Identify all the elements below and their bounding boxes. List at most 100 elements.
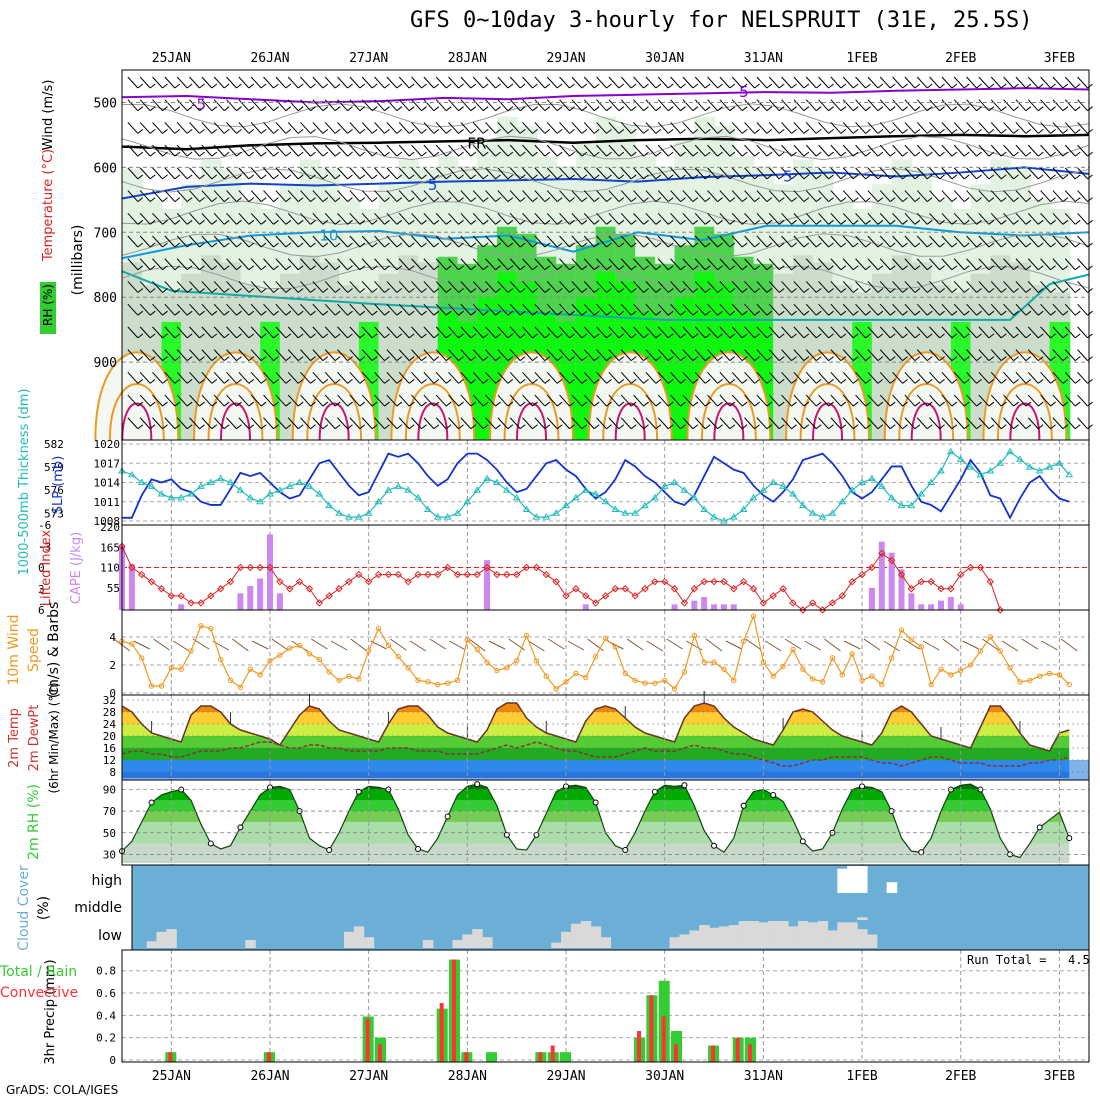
wind-barb	[1027, 122, 1044, 134]
wind-barb-flag	[704, 174, 711, 180]
wind-barb	[793, 349, 810, 362]
wind-barb	[620, 417, 637, 430]
wind-barb	[152, 349, 168, 362]
wind-barb-flag	[1087, 424, 1093, 430]
wind-barb-flag	[828, 424, 834, 430]
wind-barb	[657, 76, 674, 89]
wind-barb	[1077, 167, 1093, 180]
wind-barb	[497, 99, 514, 112]
wind-barb	[1052, 394, 1069, 407]
wind-barb-flag	[273, 310, 279, 316]
wind-barb-flag	[852, 310, 859, 316]
wind-barb-flag	[174, 219, 181, 225]
cape-bar	[128, 563, 135, 610]
wind-barb	[966, 122, 982, 134]
wind-barb-staff	[941, 99, 953, 112]
cape-bar	[918, 604, 925, 610]
wind-barb-flag	[729, 174, 736, 180]
wind-barb	[1040, 349, 1056, 362]
wind-barb-staff	[719, 76, 731, 89]
wind-barb-flag	[186, 197, 193, 202]
wind-barb-staff	[398, 258, 410, 271]
wind-barb	[411, 417, 427, 430]
wind-barb-staff	[805, 144, 817, 157]
wind-barb	[633, 349, 649, 362]
wind-barb-staff	[707, 258, 718, 271]
wind-barb	[559, 417, 575, 430]
wind-barb	[1052, 144, 1069, 157]
wind-barb-flag	[828, 378, 834, 384]
wind-barb	[719, 235, 736, 248]
wind-barb-staff	[522, 144, 533, 157]
wind-barb-staff	[879, 371, 891, 384]
date-label-top: 27JAN	[349, 51, 388, 66]
wind-barb-flag	[137, 401, 144, 407]
wind-barb-staff	[472, 281, 484, 293]
wind-barb-staff	[978, 190, 990, 202]
cloud-bar-low	[728, 925, 740, 948]
wind-barb	[966, 167, 982, 180]
wind-barb-staff	[127, 258, 139, 271]
wind-barb-staff	[1077, 122, 1088, 134]
wind-barb-staff	[263, 122, 274, 134]
wind-barb	[238, 144, 255, 157]
wind-barb	[1064, 349, 1081, 362]
wind-barb	[559, 99, 575, 112]
wind-barb	[805, 258, 822, 271]
wind-barb-staff	[448, 258, 459, 271]
wind-barb-flag	[532, 265, 538, 271]
wind-barb	[929, 371, 945, 384]
wind-barb-staff	[941, 371, 953, 384]
wind-barb	[226, 258, 242, 271]
wind-barb	[534, 303, 551, 316]
wind-barb-flag	[569, 151, 575, 157]
surface-wind-barb	[528, 640, 545, 652]
wind-barb-staff	[238, 326, 250, 339]
wind-barb-staff	[941, 349, 953, 361]
wind-barb-flag	[655, 106, 662, 112]
wind-barb-flag	[1037, 106, 1044, 112]
wind-barb	[966, 99, 982, 112]
wind-barb-staff	[164, 349, 176, 361]
wind-barb-staff	[694, 258, 706, 271]
surface-wind-barb	[370, 640, 387, 650]
wind-barb	[707, 99, 723, 112]
wind-barb-staff	[386, 167, 398, 180]
wind-barb	[559, 394, 575, 407]
wind-barb-staff	[485, 76, 496, 89]
date-label-top: 25JAN	[152, 51, 191, 66]
wind-barb-flag	[347, 219, 353, 225]
wind-barb	[1027, 212, 1044, 225]
wind-barb	[818, 235, 834, 248]
wind-barb	[522, 349, 538, 362]
wind-speed-marker	[671, 686, 678, 692]
wind-barb	[916, 258, 933, 271]
wind-speed-marker	[504, 665, 510, 671]
wind-barb-flag	[754, 242, 760, 248]
wind-barb-flag	[630, 265, 637, 271]
thickness-marker	[493, 478, 501, 485]
wind-barb-flag	[803, 333, 810, 339]
wind-barb	[176, 303, 193, 316]
wind-barb-staff	[497, 190, 509, 202]
wind-barb	[201, 417, 218, 430]
wind-barb-flag	[322, 356, 329, 362]
wind-panel-frame	[121, 609, 1090, 696]
wind-barb-flag	[260, 265, 267, 271]
wind-barb-staff	[731, 349, 743, 361]
wind-barb-staff	[966, 303, 977, 316]
wind-barb	[929, 99, 945, 112]
cloud-level-label: high	[91, 873, 122, 889]
wind-barb-flag	[334, 129, 341, 134]
wind-barb-staff	[213, 99, 225, 112]
wind-speed-marker	[731, 677, 737, 684]
wind-barb-staff	[571, 235, 583, 248]
wind-barb-staff	[892, 144, 903, 157]
wind-barb-staff	[904, 167, 916, 180]
wind-barb	[176, 417, 193, 430]
wind-barb	[176, 76, 193, 89]
wind-barb	[485, 394, 501, 407]
wind-barb	[435, 417, 452, 430]
wind-barb-flag	[1000, 310, 1007, 316]
wind-barb-staff	[1003, 99, 1014, 112]
